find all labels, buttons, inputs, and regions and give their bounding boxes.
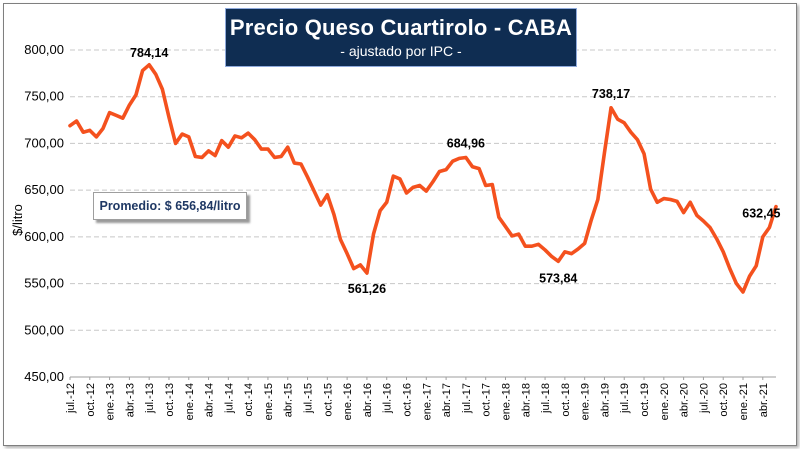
data-label: 573,84 bbox=[539, 271, 577, 285]
x-tick-label: jul.-15 bbox=[303, 383, 315, 414]
x-tick-label: oct.-15 bbox=[322, 383, 334, 417]
x-tick-label: ene.-14 bbox=[184, 383, 196, 420]
x-tick-label: abr.-13 bbox=[124, 383, 136, 417]
x-tick-label: jul.-13 bbox=[144, 383, 156, 414]
y-tick-label: 550,00 bbox=[24, 276, 64, 291]
annotations-layer: 784,14 561,26 684,96 573,84 738,17 632,45 bbox=[130, 46, 781, 296]
x-axis-ticks: jul.-12 oct.-12 ene.-13 abr.-13 jul.-13 oct.-… bbox=[65, 377, 770, 420]
chart-title-box: Precio Queso Cuartirolo - CABA - ajustad… bbox=[225, 8, 577, 67]
chart-subtitle: - ajustado por IPC - bbox=[340, 43, 462, 59]
x-tick-label: ene.-19 bbox=[580, 383, 592, 420]
chart-frame bbox=[3, 3, 797, 446]
x-tick-label: abr.-20 bbox=[679, 383, 691, 417]
x-tick-label: ene.-16 bbox=[342, 383, 354, 420]
x-tick-label: jul.-17 bbox=[461, 383, 473, 414]
y-tick-label: 600,00 bbox=[24, 229, 64, 244]
y-tick-label: 700,00 bbox=[24, 135, 64, 150]
x-tick-label: abr.-17 bbox=[441, 383, 453, 417]
data-label: 784,14 bbox=[130, 46, 168, 60]
y-tick-label: 650,00 bbox=[24, 182, 64, 197]
data-label: 561,26 bbox=[348, 282, 386, 296]
x-tick-label: oct.-19 bbox=[639, 383, 651, 417]
x-tick-label: abr.-18 bbox=[520, 383, 532, 417]
series-layer bbox=[68, 63, 778, 294]
y-tick-label: 800,00 bbox=[24, 42, 64, 57]
x-tick-label: oct.-14 bbox=[243, 383, 255, 417]
x-tick-label: ene.-17 bbox=[421, 383, 433, 420]
x-tick-label: abr.-16 bbox=[362, 383, 374, 417]
x-tick-label: jul.-18 bbox=[540, 383, 552, 414]
x-tick-label: jul.-19 bbox=[619, 383, 631, 414]
x-tick-label: abr.-19 bbox=[599, 383, 611, 417]
x-tick-label: ene.-13 bbox=[105, 383, 117, 420]
x-tick-label: oct.-12 bbox=[85, 383, 97, 417]
x-tick-label: jul.-20 bbox=[698, 383, 710, 414]
series-line bbox=[68, 63, 778, 294]
chart-title: Precio Queso Cuartirolo - CABA bbox=[229, 15, 573, 40]
x-tick-label: jul.-16 bbox=[382, 383, 394, 414]
data-label: 632,45 bbox=[742, 207, 780, 221]
x-tick-label: oct.-13 bbox=[164, 383, 176, 417]
x-tick-label: ene.-21 bbox=[738, 383, 750, 420]
x-tick-label: ene.-15 bbox=[263, 383, 275, 420]
y-axis-label: $/litro bbox=[10, 204, 25, 236]
y-tick-label: 450,00 bbox=[24, 369, 64, 384]
x-tick-label: abr.-21 bbox=[758, 383, 770, 417]
x-tick-label: abr.-14 bbox=[204, 383, 216, 417]
data-label: 684,96 bbox=[447, 136, 485, 150]
y-tick-label: 750,00 bbox=[24, 89, 64, 104]
x-tick-label: oct.-17 bbox=[481, 383, 493, 417]
y-axis-ticks: 450,00 500,00 550,00 600,00 650,00 700,00 750,… bbox=[24, 42, 64, 384]
x-tick-label: jul.-12 bbox=[65, 383, 77, 414]
x-tick-label: oct.-20 bbox=[718, 383, 730, 417]
data-label: 738,17 bbox=[592, 87, 630, 101]
x-tick-label: ene.-18 bbox=[500, 383, 512, 420]
average-box: Promedio: $ 656,84/litro bbox=[93, 192, 247, 220]
x-tick-label: oct.-18 bbox=[560, 383, 572, 417]
y-tick-label: 500,00 bbox=[24, 322, 64, 337]
x-tick-label: jul.-14 bbox=[223, 383, 235, 414]
x-tick-label: oct.-16 bbox=[402, 383, 414, 417]
x-tick-label: ene.-20 bbox=[659, 383, 671, 420]
x-tick-label: abr.-15 bbox=[283, 383, 295, 417]
